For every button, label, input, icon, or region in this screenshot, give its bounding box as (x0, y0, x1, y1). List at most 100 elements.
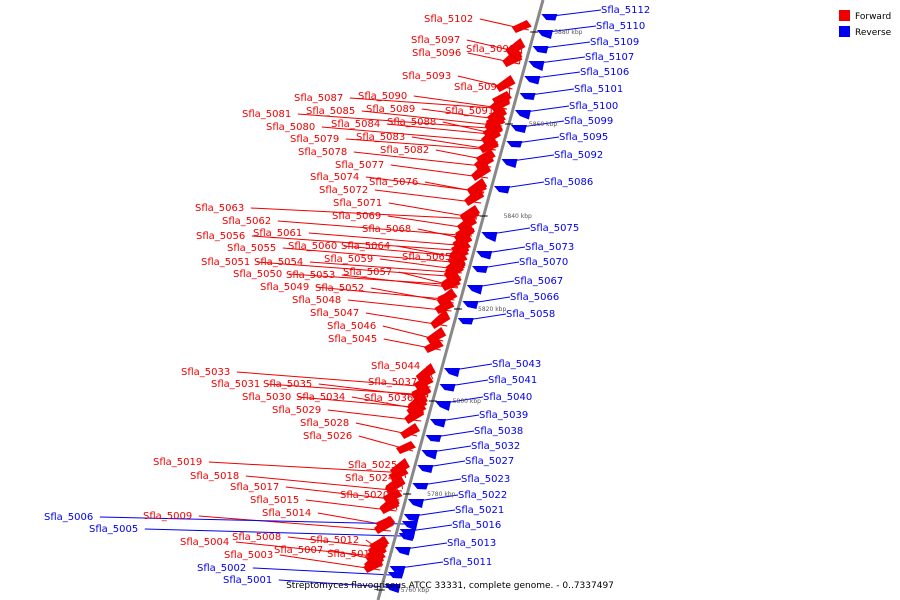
gene-label-sfla-5049[interactable]: Sfla_5049 (260, 282, 309, 293)
gene-label-sfla-5003[interactable]: Sfla_5003 (224, 550, 273, 561)
gene-label-sfla-5048[interactable]: Sfla_5048 (292, 295, 341, 306)
gene-label-sfla-5107[interactable]: Sfla_5107 (585, 52, 634, 63)
gene-label-sfla-5002[interactable]: Sfla_5002 (197, 563, 246, 574)
gene-label-sfla-5097[interactable]: Sfla_5097 (411, 35, 460, 46)
gene-label-sfla-5035[interactable]: Sfla_5035 (263, 379, 312, 390)
gene-label-sfla-5091[interactable]: Sfla_5091 (445, 106, 494, 117)
gene-label-sfla-5015[interactable]: Sfla_5015 (250, 495, 299, 506)
gene-label-sfla-5007[interactable]: Sfla_5007 (274, 545, 323, 556)
gene-label-sfla-5012[interactable]: Sfla_5012 (310, 535, 359, 546)
gene-label-sfla-5057[interactable]: Sfla_5057 (343, 267, 392, 278)
gene-label-sfla-5032[interactable]: Sfla_5032 (471, 441, 520, 452)
gene-label-sfla-5034[interactable]: Sfla_5034 (296, 392, 345, 403)
gene-label-sfla-5065[interactable]: Sfla_5065 (402, 252, 451, 263)
gene-label-sfla-5059[interactable]: Sfla_5059 (324, 254, 373, 265)
gene-label-sfla-5095[interactable]: Sfla_5095 (559, 132, 608, 143)
gene-label-sfla-5016[interactable]: Sfla_5016 (452, 520, 501, 531)
gene-label-sfla-5017[interactable]: Sfla_5017 (230, 482, 279, 493)
gene-label-sfla-5047[interactable]: Sfla_5047 (310, 308, 359, 319)
gene-label-sfla-5102[interactable]: Sfla_5102 (424, 14, 473, 25)
gene-label-sfla-5045[interactable]: Sfla_5045 (328, 334, 377, 345)
gene-label-sfla-5053[interactable]: Sfla_5053 (286, 270, 335, 281)
gene-label-sfla-5081[interactable]: Sfla_5081 (242, 109, 291, 120)
gene-label-sfla-5088[interactable]: Sfla_5088 (387, 117, 436, 128)
gene-label-sfla-5013[interactable]: Sfla_5013 (447, 538, 496, 549)
gene-label-sfla-5054[interactable]: Sfla_5054 (254, 257, 303, 268)
gene-label-sfla-5106[interactable]: Sfla_5106 (580, 67, 629, 78)
gene-label-sfla-5068[interactable]: Sfla_5068 (362, 224, 411, 235)
gene-label-sfla-5006[interactable]: Sfla_5006 (44, 512, 93, 523)
gene-label-sfla-5011[interactable]: Sfla_5011 (443, 557, 492, 568)
gene-label-sfla-5056[interactable]: Sfla_5056 (196, 231, 245, 242)
gene-label-sfla-5080[interactable]: Sfla_5080 (266, 122, 315, 133)
gene-label-sfla-5050[interactable]: Sfla_5050 (233, 269, 282, 280)
gene-label-sfla-5073[interactable]: Sfla_5073 (525, 242, 574, 253)
gene-label-sfla-5004[interactable]: Sfla_5004 (180, 537, 229, 548)
gene-label-sfla-5051[interactable]: Sfla_5051 (201, 257, 250, 268)
gene-label-sfla-5066[interactable]: Sfla_5066 (510, 292, 559, 303)
gene-label-sfla-5084[interactable]: Sfla_5084 (331, 119, 380, 130)
gene-label-sfla-5093[interactable]: Sfla_5093 (402, 71, 451, 82)
gene-label-sfla-5089[interactable]: Sfla_5089 (366, 104, 415, 115)
gene-label-sfla-5021[interactable]: Sfla_5021 (455, 505, 504, 516)
gene-label-sfla-5078[interactable]: Sfla_5078 (298, 147, 347, 158)
gene-label-sfla-5043[interactable]: Sfla_5043 (492, 359, 541, 370)
gene-label-sfla-5022[interactable]: Sfla_5022 (458, 490, 507, 501)
gene-label-sfla-5067[interactable]: Sfla_5067 (514, 276, 563, 287)
gene-label-sfla-5037[interactable]: Sfla_5037 (368, 377, 417, 388)
gene-label-sfla-5044[interactable]: Sfla_5044 (371, 361, 420, 372)
gene-label-sfla-5098[interactable]: Sfla_5098 (466, 44, 515, 55)
gene-label-sfla-5085[interactable]: Sfla_5085 (306, 106, 355, 117)
gene-label-sfla-5005[interactable]: Sfla_5005 (89, 524, 138, 535)
gene-label-sfla-5083[interactable]: Sfla_5083 (356, 132, 405, 143)
gene-label-sfla-5061[interactable]: Sfla_5061 (253, 228, 302, 239)
gene-label-sfla-5110[interactable]: Sfla_5110 (596, 21, 645, 32)
gene-label-sfla-5029[interactable]: Sfla_5029 (272, 405, 321, 416)
gene-label-sfla-5025[interactable]: Sfla_5025 (348, 460, 397, 471)
gene-label-sfla-5090[interactable]: Sfla_5090 (358, 91, 407, 102)
gene-label-sfla-5099[interactable]: Sfla_5099 (564, 116, 613, 127)
gene-label-sfla-5018[interactable]: Sfla_5018 (190, 471, 239, 482)
gene-label-sfla-5009[interactable]: Sfla_5009 (143, 511, 192, 522)
gene-label-sfla-5071[interactable]: Sfla_5071 (333, 198, 382, 209)
gene-label-sfla-5087[interactable]: Sfla_5087 (294, 93, 343, 104)
gene-label-sfla-5031[interactable]: Sfla_5031 (211, 379, 260, 390)
gene-label-sfla-5026[interactable]: Sfla_5026 (303, 431, 352, 442)
gene-label-sfla-5058[interactable]: Sfla_5058 (506, 309, 555, 320)
gene-label-sfla-5100[interactable]: Sfla_5100 (569, 101, 618, 112)
gene-label-sfla-5039[interactable]: Sfla_5039 (479, 410, 528, 421)
gene-label-sfla-5027[interactable]: Sfla_5027 (465, 456, 514, 467)
gene-label-sfla-5112[interactable]: Sfla_5112 (601, 5, 650, 16)
gene-label-sfla-5019[interactable]: Sfla_5019 (153, 457, 202, 468)
gene-label-sfla-5040[interactable]: Sfla_5040 (483, 392, 532, 403)
gene-label-sfla-5075[interactable]: Sfla_5075 (530, 223, 579, 234)
gene-label-sfla-5014[interactable]: Sfla_5014 (262, 508, 311, 519)
gene-label-sfla-5076[interactable]: Sfla_5076 (369, 177, 418, 188)
gene-label-sfla-5030[interactable]: Sfla_5030 (242, 392, 291, 403)
gene-label-sfla-5008[interactable]: Sfla_5008 (232, 532, 281, 543)
gene-label-sfla-5010[interactable]: Sfla_5010 (327, 549, 376, 560)
gene-label-sfla-5041[interactable]: Sfla_5041 (488, 375, 537, 386)
gene-label-sfla-5060[interactable]: Sfla_5060 (288, 241, 337, 252)
gene-label-sfla-5046[interactable]: Sfla_5046 (327, 321, 376, 332)
gene-label-sfla-5094[interactable]: Sfla_5094 (454, 82, 503, 93)
gene-label-sfla-5101[interactable]: Sfla_5101 (574, 84, 623, 95)
gene-label-sfla-5074[interactable]: Sfla_5074 (310, 172, 359, 183)
gene-label-sfla-5064[interactable]: Sfla_5064 (341, 241, 390, 252)
gene-label-sfla-5038[interactable]: Sfla_5038 (474, 426, 523, 437)
gene-label-sfla-5086[interactable]: Sfla_5086 (544, 177, 593, 188)
gene-label-sfla-5055[interactable]: Sfla_5055 (227, 243, 276, 254)
gene-label-sfla-5079[interactable]: Sfla_5079 (290, 134, 339, 145)
gene-label-sfla-5096[interactable]: Sfla_5096 (412, 48, 461, 59)
gene-label-sfla-5036[interactable]: Sfla_5036 (364, 393, 413, 404)
gene-label-sfla-5001[interactable]: Sfla_5001 (223, 575, 272, 586)
gene-label-sfla-5024[interactable]: Sfla_5024 (345, 473, 394, 484)
gene-label-sfla-5077[interactable]: Sfla_5077 (335, 160, 384, 171)
gene-label-sfla-5069[interactable]: Sfla_5069 (332, 211, 381, 222)
gene-label-sfla-5020[interactable]: Sfla_5020 (340, 490, 389, 501)
gene-label-sfla-5109[interactable]: Sfla_5109 (590, 37, 639, 48)
gene-label-sfla-5063[interactable]: Sfla_5063 (195, 203, 244, 214)
gene-label-sfla-5023[interactable]: Sfla_5023 (461, 474, 510, 485)
gene-label-sfla-5082[interactable]: Sfla_5082 (380, 145, 429, 156)
gene-label-sfla-5062[interactable]: Sfla_5062 (222, 216, 271, 227)
